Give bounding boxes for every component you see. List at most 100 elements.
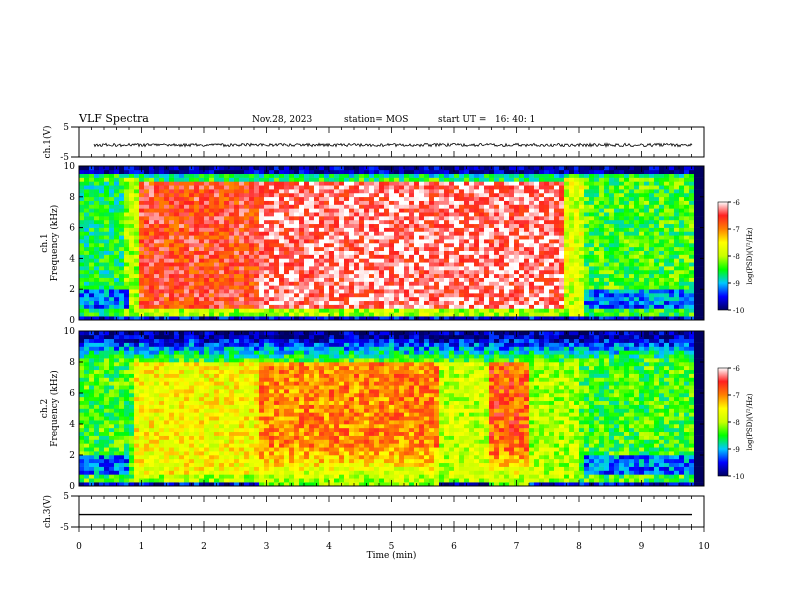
spectrogram-cell	[229, 316, 235, 321]
spectrogram-cell	[579, 204, 585, 209]
spectrogram-cell	[664, 235, 670, 240]
spectrogram-cell	[424, 177, 430, 182]
spectrogram-cell	[659, 243, 665, 248]
spectrogram-cell	[429, 189, 435, 194]
spectrogram-cell	[144, 266, 150, 271]
spectrogram-cell	[519, 296, 525, 302]
spectrogram-cell	[329, 246, 335, 251]
spectrogram-cell	[554, 212, 560, 217]
spectrogram-cell	[154, 200, 160, 205]
spectrogram-cell	[314, 273, 320, 278]
spectrogram-cell	[644, 189, 650, 194]
spectrogram-cell	[459, 212, 465, 217]
spectrogram-cell	[689, 277, 695, 282]
spectrogram-cell	[269, 281, 275, 286]
spectrogram-cell	[229, 262, 235, 267]
spectrogram-cell	[514, 231, 520, 236]
spectrogram-cell	[599, 239, 605, 244]
spectrogram-cell	[524, 304, 530, 309]
spectrogram-cell	[129, 308, 135, 313]
spectrogram-cell	[544, 250, 550, 255]
spectrogram-cell	[639, 250, 645, 255]
spectrogram-cell	[264, 254, 270, 259]
spectrogram-cell	[339, 227, 345, 232]
spectrogram-cell	[319, 300, 325, 305]
spectrogram-cell	[284, 300, 290, 305]
spectrogram-cell	[384, 173, 390, 178]
spectrogram-cell	[149, 269, 155, 275]
spectrogram-cell	[694, 304, 700, 309]
spectrogram-cell	[689, 266, 695, 271]
spectrogram-cell	[124, 308, 130, 313]
spectrogram-cell	[489, 227, 495, 232]
spectrogram-cell	[544, 227, 550, 232]
spectrogram-cell	[269, 204, 275, 209]
spectrogram-cell	[664, 181, 670, 186]
spectrogram-cell	[384, 235, 390, 240]
spectrogram-cell	[474, 177, 480, 182]
spectrogram-cell	[494, 212, 500, 217]
spectrogram-cell	[459, 189, 465, 194]
spectrogram-cell	[369, 231, 375, 236]
spectrogram-cell	[669, 296, 675, 302]
spectrogram-cell	[694, 296, 700, 302]
spectrogram-cell	[554, 173, 560, 178]
spectrogram-cell	[689, 273, 695, 278]
spectrogram-cell	[334, 254, 340, 259]
spectrogram-cell	[134, 223, 140, 228]
spectrogram-cell	[319, 208, 325, 213]
spectrogram-cell	[229, 246, 235, 251]
spectrogram-cell	[534, 196, 540, 201]
spectrogram-cell	[544, 273, 550, 278]
spectrogram-cell	[164, 296, 170, 302]
spectrogram-cell	[179, 216, 185, 221]
spectrogram-cell	[549, 285, 555, 290]
spectrogram-cell	[479, 293, 485, 298]
spectrogram-cell	[489, 192, 495, 198]
spectrogram-cell	[339, 304, 345, 309]
spectrogram-cell	[189, 246, 195, 251]
spectrogram-cell	[454, 177, 460, 182]
spectrogram-cell	[614, 266, 620, 271]
spectrogram-cell	[119, 316, 125, 321]
spectrogram-cell	[114, 223, 120, 228]
spectrogram-cell	[644, 231, 650, 236]
spectrogram-cell	[694, 185, 700, 190]
spectrogram-cell	[509, 296, 515, 302]
spectrogram-cell	[689, 216, 695, 221]
spectrogram-cell	[274, 281, 280, 286]
spectrogram-cell	[249, 185, 255, 190]
spectrogram-cell	[329, 250, 335, 255]
spectrogram-cell	[259, 300, 265, 305]
spectrogram-cell	[604, 258, 610, 263]
spectrogram-cell	[274, 246, 280, 251]
spectrogram-cell	[614, 239, 620, 244]
spectrogram-cell	[154, 223, 160, 228]
spectrogram-cell	[649, 266, 655, 271]
spectrogram-cell	[189, 258, 195, 263]
spectrogram-cell	[269, 231, 275, 236]
spectrogram-cell	[664, 304, 670, 309]
spectrogram-cell	[164, 273, 170, 278]
spectrogram-cell	[584, 277, 590, 282]
spectrogram-cell	[314, 258, 320, 263]
spectrogram-cell	[179, 166, 185, 171]
spectrogram-cell	[509, 196, 515, 201]
spectrogram-cell	[409, 246, 415, 251]
spectrogram-cell	[504, 273, 510, 278]
spectrogram-cell	[294, 273, 300, 278]
spectrogram-cell	[459, 204, 465, 209]
spectrogram-cell	[644, 177, 650, 182]
spectrogram-cell	[89, 254, 95, 259]
spectrogram-cell	[634, 196, 640, 201]
spectrogram-cell	[134, 316, 140, 321]
spectrogram-cell	[379, 196, 385, 201]
spectrogram-cell	[369, 223, 375, 228]
spectrogram-cell	[384, 273, 390, 278]
spectrogram-cell	[664, 192, 670, 198]
spectrogram-cell	[454, 212, 460, 217]
spectrogram-cell	[114, 204, 120, 209]
spectrogram-cell	[254, 216, 260, 221]
spectrogram-cell	[409, 308, 415, 313]
spectrogram-cell	[144, 166, 150, 171]
